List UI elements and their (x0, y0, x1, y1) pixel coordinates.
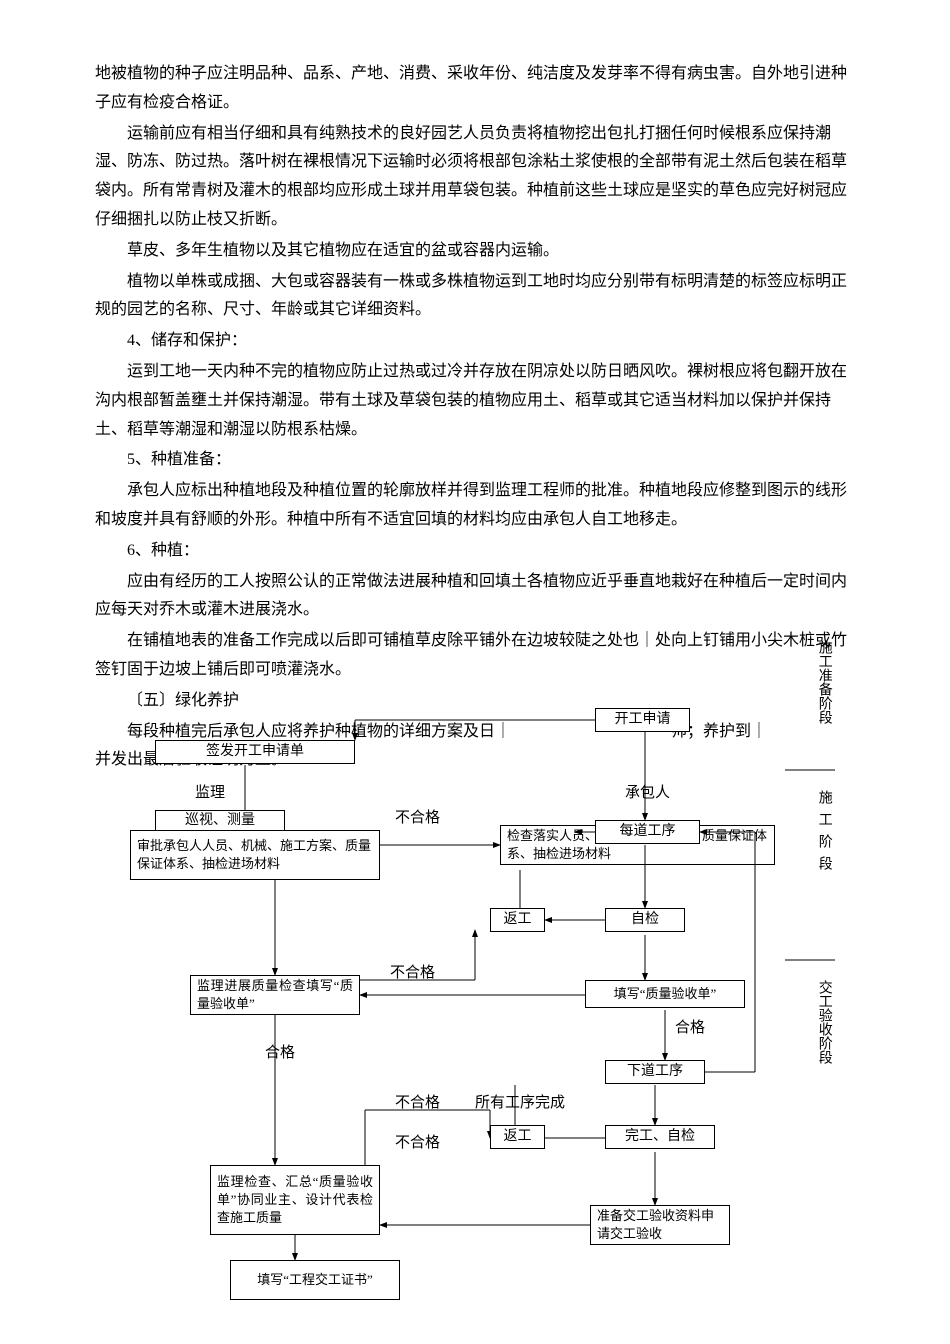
para-1: 地被植物的种子应注明品种、品系、产地、消费、采收年份、纯洁度及发芽率不得有病虫害… (95, 60, 855, 118)
box-complete: 完工、自检 (605, 1125, 715, 1149)
phase-construct: 施工阶段 (815, 790, 832, 878)
box-nextproc: 下道工序 (605, 1060, 705, 1084)
box-sign: 签发开工申请单 (155, 740, 355, 764)
para-6: 承包人应标出种植地段及种植位置的轮廓放样并得到监理工程师的批准。种植地段应修整到… (95, 477, 855, 535)
box-cert: 填写“工程交工证书” (230, 1260, 400, 1300)
box-patrol: 巡视、测量 (155, 810, 285, 832)
label-fail1: 不合格 (395, 805, 440, 832)
para-4: 植物以单株或成捆、大包或容器装有一株或多株植物运到工地时均应分别带有标明清楚的标… (95, 268, 855, 326)
label-fail2: 不合格 (390, 960, 435, 987)
box-supqc: 监理进展质量检查填写“质量验收单” (190, 975, 360, 1015)
label-pass1: 合格 (675, 1015, 705, 1042)
label-fail4: 不合格 (395, 1130, 440, 1157)
label-allcomplete: 所有工序完成 (475, 1090, 565, 1117)
label-pass2: 合格 (265, 1040, 295, 1067)
para-7: 应由有经历的工人按照公认的正常做法进展种植和回填土各植物应近乎垂直地栽好在种植后… (95, 568, 855, 626)
box-selfcheck1: 自检 (605, 908, 685, 932)
box-rework1: 返工 (490, 908, 545, 932)
box-prepare: 准备交工验收资料申请交工验收 (590, 1205, 730, 1245)
box-supcheck: 监理检查、汇总“质量验收单”协同业主、设计代表检查施工质量 (210, 1165, 380, 1235)
flowchart: 施工准备阶段 施工阶段 交工验收阶段 监理 承包人 开工申请 签发开工申请单 巡… (95, 620, 855, 1305)
flowchart-arrows (95, 620, 855, 1305)
label-fail3: 不合格 (395, 1090, 440, 1117)
heading-5: 5、种植准备： (95, 446, 855, 475)
box-apply: 开工申请 (595, 708, 690, 732)
box-rework2: 返工 (490, 1125, 545, 1149)
box-process: 每道工序 (595, 820, 700, 844)
para-2: 运输前应有相当仔细和具有纯熟技术的良好园艺人员负责将植物挖出包扎打捆任何时候根系… (95, 120, 855, 235)
box-fillqc: 填写“质量验收单” (585, 980, 745, 1008)
para-3: 草皮、多年生植物以及其它植物应在适宜的盆或容器内运输。 (95, 237, 855, 266)
para-5: 运到工地一天内种不完的植物应防止过热或过冷并存放在阴凉处以防日晒风吹。裸树根应将… (95, 358, 855, 444)
heading-4: 4、储存和保护： (95, 327, 855, 356)
phase-accept: 交工验收阶段 (815, 980, 832, 1064)
label-contractor: 承包人 (625, 780, 670, 807)
phase-prep: 施工准备阶段 (815, 640, 832, 724)
label-supervisor: 监理 (195, 780, 225, 807)
heading-6: 6、种植： (95, 537, 855, 566)
box-audit: 审批承包人人员、机械、施工方案、质量保证体系、抽检进场材料 (130, 830, 380, 880)
